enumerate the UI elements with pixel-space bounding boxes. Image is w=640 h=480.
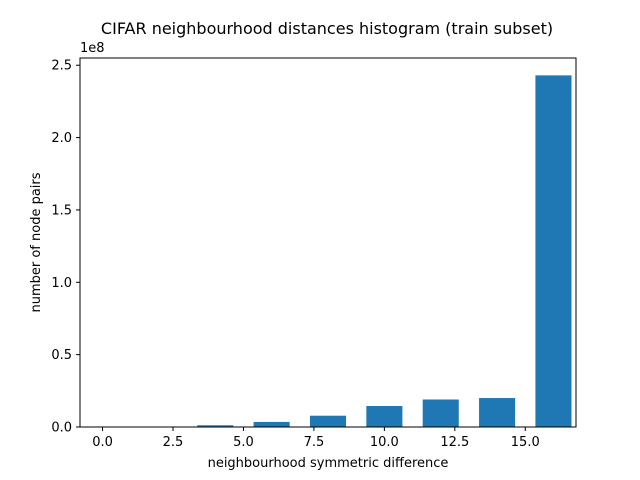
x-tick-label: 10.0	[370, 435, 399, 450]
y-tick-label: 1.5	[51, 203, 72, 218]
x-tick-label: 12.5	[440, 435, 469, 450]
chart-title: CIFAR neighbourhood distances histogram …	[101, 19, 553, 38]
histogram-bar	[535, 75, 572, 427]
x-ticks-group: 0.0 2.5 5.0 7.5 10.0 12.5 15.0	[92, 427, 540, 450]
y-tick-label: 0.5	[51, 348, 72, 363]
histogram-bar	[197, 425, 234, 427]
x-tick-label: 15.0	[511, 435, 540, 450]
histogram-bar	[366, 406, 403, 427]
y-offset-label: 1e8	[80, 41, 105, 56]
histogram-bar	[309, 415, 347, 427]
histogram-bar	[422, 399, 459, 427]
y-tick-label: 2.5	[51, 59, 72, 74]
y-tick-label: 1.0	[51, 276, 72, 291]
y-tick-label: 2.0	[51, 131, 72, 146]
y-ticks-group: 0.0 0.5 1.0 1.5 2.0 2.5	[51, 59, 80, 436]
histogram-bar	[479, 398, 516, 427]
x-tick-label: 2.5	[163, 435, 184, 450]
bars-group	[84, 75, 572, 427]
x-axis-label: neighbourhood symmetric difference	[208, 456, 449, 471]
histogram-bar	[253, 421, 290, 427]
x-tick-label: 0.0	[92, 435, 113, 450]
plot-frame	[79, 57, 577, 428]
x-tick-label: 5.0	[233, 435, 254, 450]
y-axis-label: number of node pairs	[29, 172, 44, 312]
y-tick-label: 0.0	[51, 421, 72, 436]
x-tick-label: 7.5	[304, 435, 325, 450]
